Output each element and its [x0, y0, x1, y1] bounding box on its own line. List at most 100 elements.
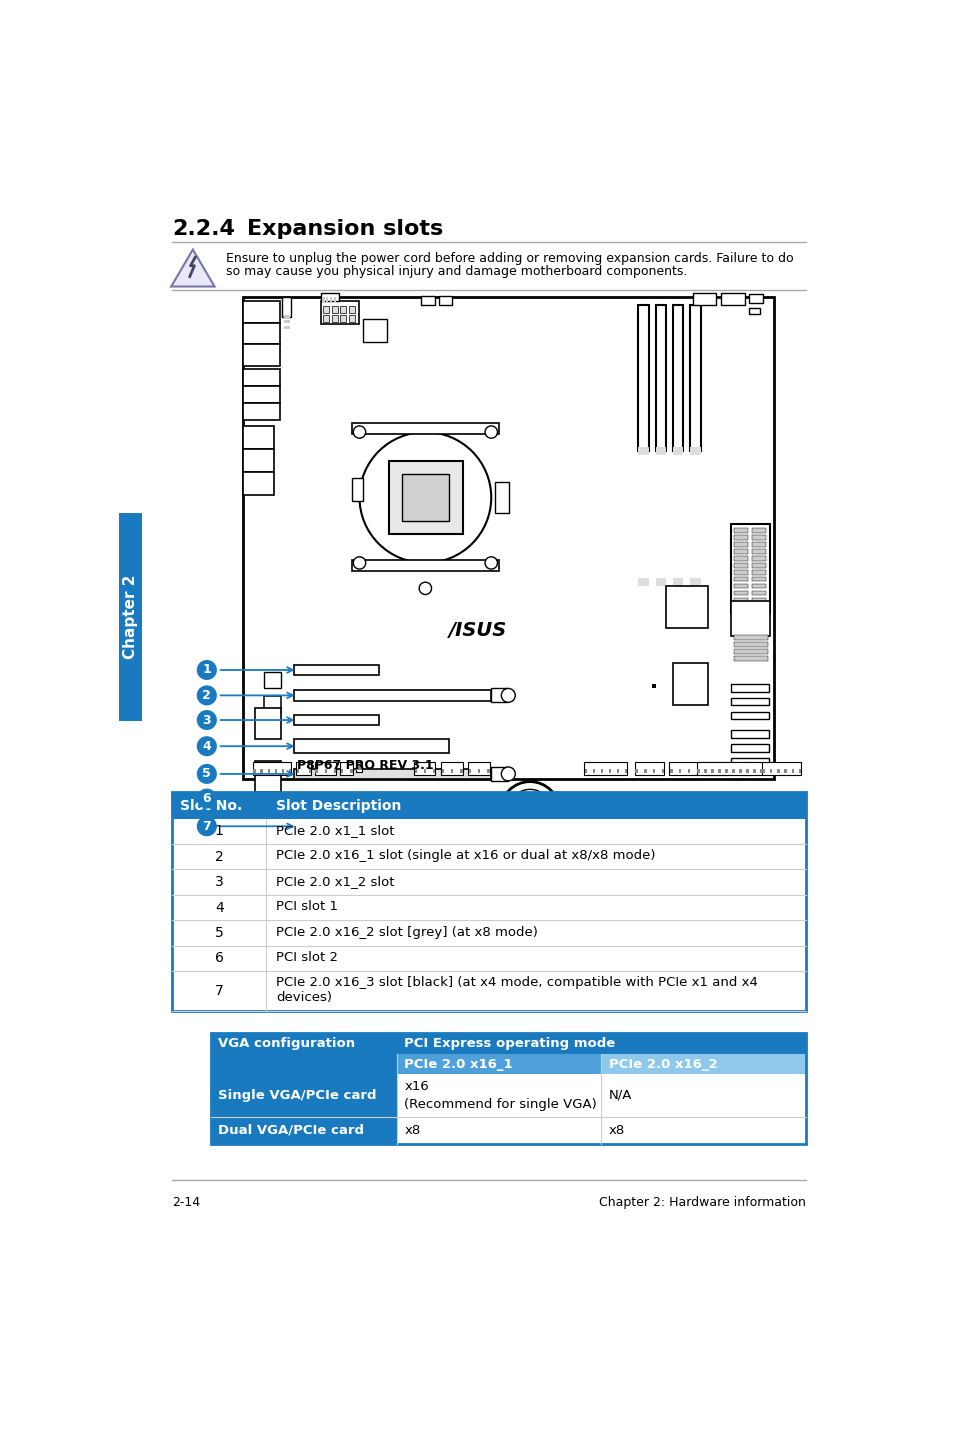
Text: 2: 2: [214, 850, 223, 864]
Text: 7: 7: [214, 984, 223, 998]
Text: Slot No.: Slot No.: [179, 798, 242, 812]
Bar: [751, 528, 765, 533]
Bar: [731, 731, 768, 738]
Text: Chapter 2: Hardware information: Chapter 2: Hardware information: [598, 1196, 805, 1209]
Bar: [733, 584, 747, 588]
Bar: [731, 697, 768, 706]
Bar: [798, 769, 801, 774]
Bar: [243, 403, 280, 420]
Bar: [600, 1074, 805, 1116]
Bar: [733, 557, 747, 561]
Text: PCIe 2.0 x16_2: PCIe 2.0 x16_2: [608, 1058, 717, 1071]
Bar: [731, 684, 768, 692]
Text: Single VGA/PCIe card: Single VGA/PCIe card: [218, 1089, 376, 1102]
Bar: [689, 578, 700, 587]
Bar: [751, 604, 765, 610]
Bar: [669, 762, 699, 775]
Bar: [689, 305, 700, 452]
Bar: [211, 1074, 396, 1116]
Bar: [270, 804, 286, 821]
Bar: [740, 769, 741, 774]
Bar: [651, 684, 656, 689]
Bar: [396, 1116, 600, 1143]
Bar: [283, 326, 290, 329]
Bar: [172, 792, 805, 1011]
Bar: [733, 535, 747, 539]
Bar: [733, 549, 747, 554]
Text: Ensure to unplug the power cord before adding or removing expansion cards. Failu: Ensure to unplug the power cord before a…: [226, 252, 793, 265]
Bar: [672, 447, 682, 456]
Bar: [350, 769, 353, 774]
Bar: [294, 666, 378, 674]
Bar: [661, 769, 663, 774]
Bar: [727, 769, 729, 774]
Bar: [672, 578, 682, 587]
Bar: [634, 762, 663, 775]
Bar: [753, 769, 755, 774]
Bar: [495, 482, 509, 513]
Text: x8: x8: [404, 1123, 420, 1136]
Circle shape: [196, 736, 216, 756]
Bar: [748, 295, 762, 303]
Bar: [172, 946, 805, 971]
Bar: [294, 821, 491, 831]
Circle shape: [500, 820, 515, 833]
Bar: [733, 528, 747, 533]
Bar: [243, 344, 280, 365]
Bar: [243, 472, 274, 495]
Bar: [700, 762, 729, 775]
Bar: [243, 322, 280, 344]
Bar: [451, 769, 453, 774]
Bar: [315, 769, 317, 774]
Text: 5: 5: [214, 926, 223, 940]
Text: Slot Description: Slot Description: [275, 798, 401, 812]
Bar: [703, 769, 706, 774]
Bar: [777, 769, 779, 774]
Text: PCI Express operating mode: PCI Express operating mode: [404, 1037, 615, 1050]
Bar: [348, 306, 355, 312]
Bar: [733, 598, 747, 603]
Bar: [608, 769, 611, 774]
Bar: [754, 762, 801, 775]
Bar: [751, 577, 765, 581]
Circle shape: [196, 788, 216, 808]
Text: Chapter 2: Chapter 2: [123, 575, 138, 659]
Bar: [326, 296, 328, 302]
Bar: [748, 308, 760, 315]
Bar: [739, 762, 751, 775]
Text: 7: 7: [202, 820, 211, 833]
Bar: [638, 447, 649, 456]
Bar: [487, 769, 489, 774]
Bar: [314, 762, 335, 775]
Circle shape: [196, 817, 216, 837]
Bar: [264, 696, 281, 713]
Bar: [643, 769, 646, 774]
Bar: [294, 768, 491, 779]
Bar: [295, 762, 311, 775]
Bar: [459, 769, 462, 774]
Bar: [665, 587, 707, 628]
Bar: [687, 769, 689, 774]
Bar: [783, 769, 786, 774]
Text: 1: 1: [214, 824, 223, 838]
Bar: [396, 1054, 600, 1074]
Circle shape: [353, 557, 365, 569]
Bar: [491, 820, 508, 833]
Circle shape: [418, 582, 431, 594]
Bar: [751, 535, 765, 539]
Bar: [751, 557, 765, 561]
Bar: [751, 591, 765, 595]
Bar: [600, 1116, 805, 1143]
Bar: [172, 870, 805, 894]
Bar: [638, 578, 649, 587]
Bar: [751, 598, 765, 603]
Bar: [491, 689, 508, 702]
Bar: [751, 542, 765, 546]
Text: PCIe 2.0 x1_2 slot: PCIe 2.0 x1_2 slot: [275, 874, 394, 887]
Bar: [593, 769, 595, 774]
Bar: [282, 298, 291, 316]
Bar: [340, 306, 346, 312]
Bar: [322, 296, 324, 302]
Text: PCIe 2.0 x16_2 slot [grey] (at x8 mode): PCIe 2.0 x16_2 slot [grey] (at x8 mode): [275, 926, 537, 939]
Bar: [172, 920, 805, 946]
